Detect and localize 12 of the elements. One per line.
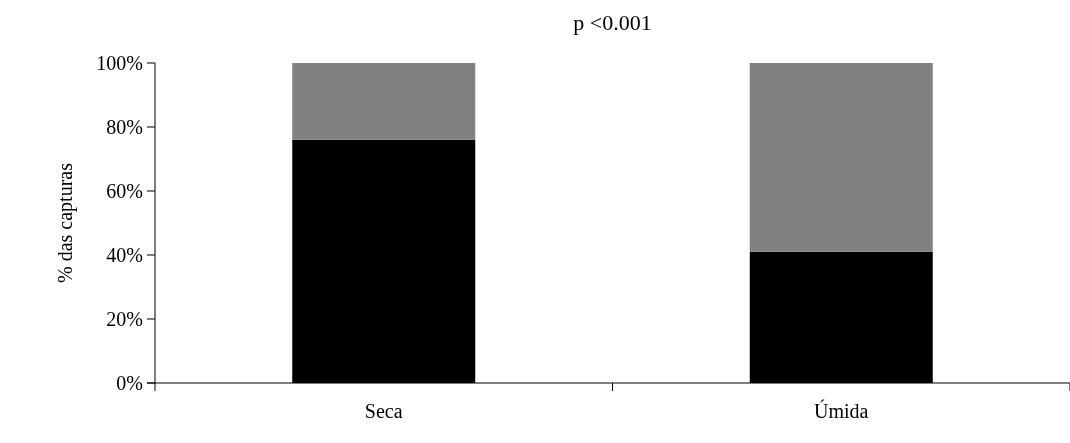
bar <box>749 63 933 252</box>
x-tick-label: Seca <box>364 400 403 422</box>
y-tick-label: 60% <box>106 180 143 202</box>
y-tick-label: 40% <box>106 244 143 266</box>
y-tick-label: 80% <box>106 116 143 138</box>
bar <box>292 63 476 140</box>
y-axis-title: % das capturas <box>54 162 77 283</box>
chart-title: p <0.001 <box>573 10 652 35</box>
y-tick-label: 0% <box>116 372 143 394</box>
x-tick-label: Úmida <box>814 399 869 422</box>
y-tick-label: 20% <box>106 308 143 330</box>
y-tick-label: 100% <box>96 52 143 74</box>
